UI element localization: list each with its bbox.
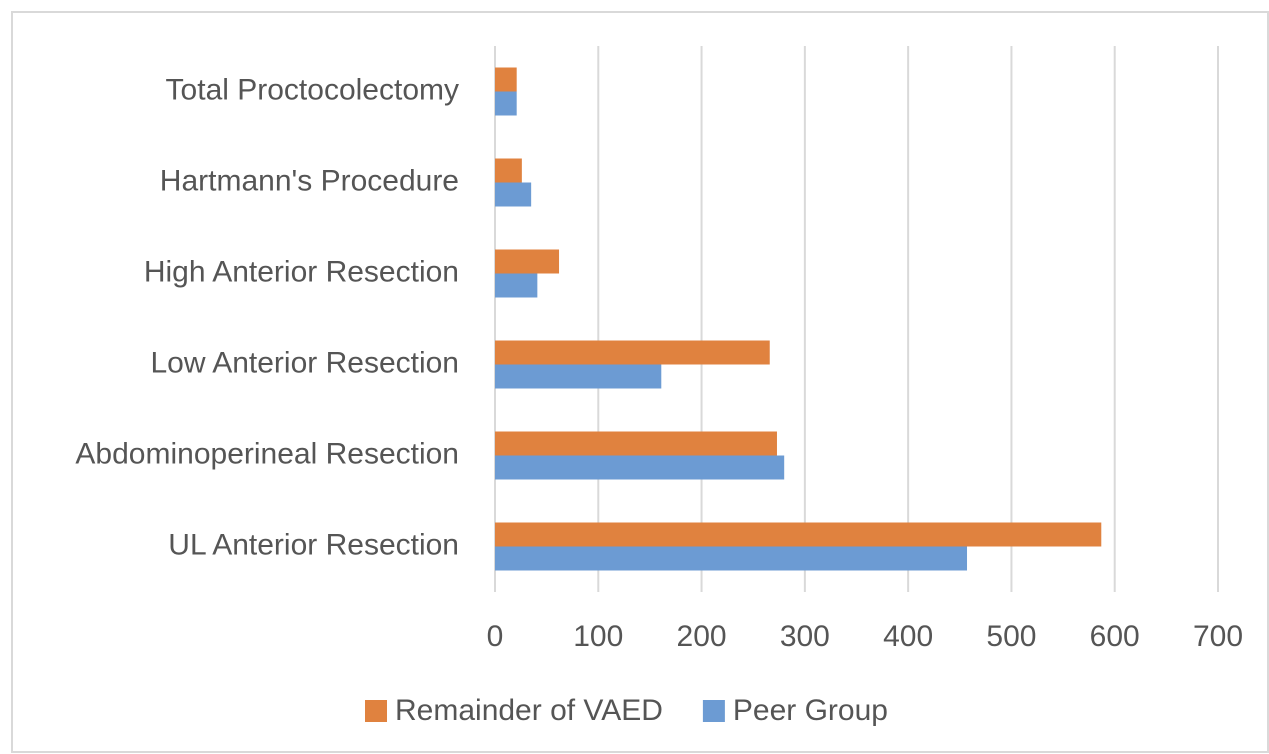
y-tick-label: Low Anterior Resection bbox=[151, 346, 460, 379]
bar bbox=[495, 340, 770, 365]
x-tick-label: 0 bbox=[487, 620, 504, 653]
y-tick-label: Hartmann's Procedure bbox=[160, 164, 459, 197]
bar bbox=[495, 273, 538, 298]
x-tick-label: 200 bbox=[677, 620, 727, 653]
bar bbox=[495, 67, 517, 92]
y-tick-label: UL Anterior Resection bbox=[168, 528, 459, 561]
bar bbox=[495, 522, 1102, 547]
x-tick-label: 700 bbox=[1193, 620, 1243, 653]
x-tick-label: 400 bbox=[883, 620, 933, 653]
x-tick-label: 500 bbox=[986, 620, 1036, 653]
x-tick-label: 300 bbox=[780, 620, 830, 653]
y-tick-label: Abdominoperineal Resection bbox=[75, 437, 459, 470]
y-tick-label: Total Proctocolectomy bbox=[166, 73, 459, 106]
y-tick-label: High Anterior Resection bbox=[144, 255, 459, 288]
bar bbox=[495, 182, 532, 207]
bar bbox=[495, 91, 517, 116]
x-tick-label: 100 bbox=[573, 620, 623, 653]
x-tick-label: 600 bbox=[1090, 620, 1140, 653]
legend-label: Remainder of VAED bbox=[395, 694, 663, 727]
bar bbox=[495, 546, 968, 571]
legend-swatch bbox=[365, 700, 387, 722]
bar bbox=[495, 455, 785, 480]
legend-label: Peer Group bbox=[733, 694, 888, 727]
bar bbox=[495, 249, 560, 274]
bar bbox=[495, 364, 662, 389]
legend-swatch bbox=[702, 700, 725, 722]
bar bbox=[495, 158, 522, 183]
bar bbox=[495, 431, 777, 456]
